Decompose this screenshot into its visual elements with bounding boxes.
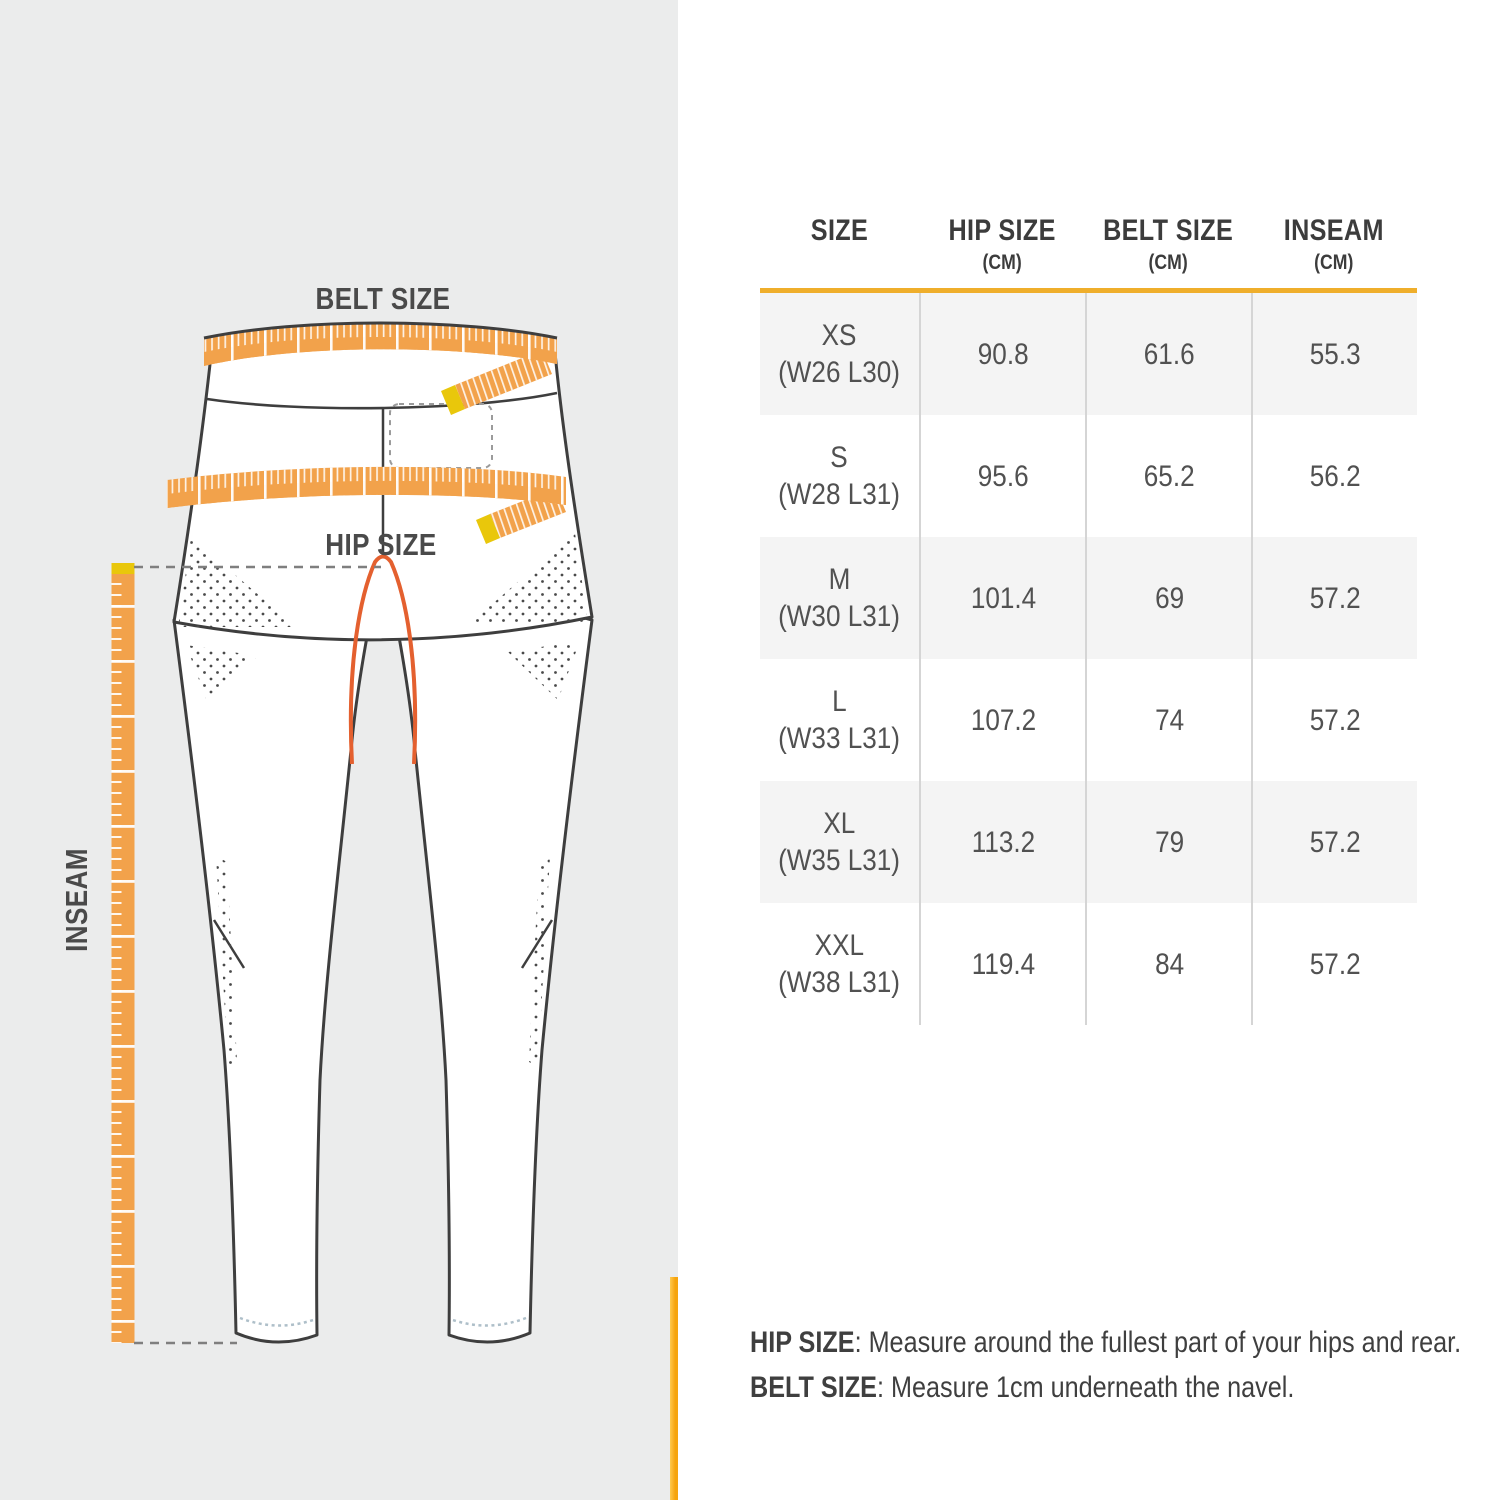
cell-belt: 84 xyxy=(1085,903,1251,1025)
knee-seams xyxy=(212,856,554,1066)
perforation-left xyxy=(178,537,296,627)
column-header-inseam: INSEAM (CM) xyxy=(1284,214,1385,274)
cell-belt: 69 xyxy=(1085,537,1251,659)
leggings-legs xyxy=(172,559,594,1344)
cell-inseam: 57.2 xyxy=(1251,781,1417,903)
hip-size-label: HIP SIZE xyxy=(325,527,437,562)
cell-belt: 74 xyxy=(1085,659,1251,781)
cell-hip: 95.6 xyxy=(918,415,1085,537)
cell-size: L (W33 L31) xyxy=(778,685,901,755)
measure-notes: HIP SIZE: Measure around the fullest par… xyxy=(750,1326,1490,1416)
size-table: SIZE HIP SIZE (CM) BELT SIZE (CM) INSEAM… xyxy=(760,200,1417,1025)
table-body: XS (W26 L30) 90.8 61.6 55.3 S (W28 L31) 95… xyxy=(760,293,1417,1025)
belt-size-label: BELT SIZE xyxy=(315,281,451,316)
size-table-panel: SIZE HIP SIZE (CM) BELT SIZE (CM) INSEAM… xyxy=(678,0,1500,1500)
cell-inseam: 57.2 xyxy=(1251,537,1417,659)
table-row-m: M (W30 L31) 101.4 69 57.2 xyxy=(760,537,1417,659)
cell-size: XL (W35 L31) xyxy=(778,807,901,877)
cell-hip: 90.8 xyxy=(918,293,1085,415)
cell-hip: 119.4 xyxy=(918,903,1085,1025)
waistband-seam xyxy=(206,391,558,410)
ankle-stitching xyxy=(239,1316,527,1327)
table-row-xl: XL (W35 L31) 113.2 79 57.2 xyxy=(760,781,1417,903)
inseam-ruler xyxy=(111,563,135,1343)
cell-inseam: 57.2 xyxy=(1251,659,1417,781)
column-header-belt-size: BELT SIZE (CM) xyxy=(1103,214,1234,274)
cell-inseam: 56.2 xyxy=(1251,415,1417,537)
pants-technical-drawing xyxy=(111,321,594,1345)
table-row-l: L (W33 L31) 107.2 74 57.2 xyxy=(760,659,1417,781)
cell-inseam: 57.2 xyxy=(1251,903,1417,1025)
table-header-row: SIZE HIP SIZE (CM) BELT SIZE (CM) INSEAM… xyxy=(760,200,1417,288)
table-row-xs: XS (W26 L30) 90.8 61.6 55.3 xyxy=(760,293,1417,415)
cell-size: S (W28 L31) xyxy=(778,441,901,511)
hip-size-note: HIP SIZE: Measure around the fullest par… xyxy=(750,1326,1462,1359)
cell-hip: 101.4 xyxy=(918,537,1085,659)
belt-size-note: BELT SIZE: Measure 1cm underneath the na… xyxy=(750,1371,1295,1404)
accent-bar xyxy=(670,1277,678,1500)
illustration-panel: BELT SIZE HIP SIZE INSEAM xyxy=(0,0,678,1500)
belt-measuring-tape xyxy=(203,321,558,415)
cell-belt: 79 xyxy=(1085,781,1251,903)
header-divider-rule xyxy=(760,288,1417,293)
inseam-label: INSEAM xyxy=(59,848,94,952)
guide-dashes xyxy=(134,565,381,1345)
cell-size: XXL (W38 L31) xyxy=(778,929,901,999)
column-header-hip-size: HIP SIZE (CM) xyxy=(948,214,1056,274)
perforation-right xyxy=(470,533,588,623)
cell-inseam: 55.3 xyxy=(1251,293,1417,415)
cell-size: M (W30 L31) xyxy=(778,563,901,633)
table-row-xxl: XXL (W38 L31) 119.4 84 57.2 xyxy=(760,903,1417,1025)
table-row-s: S (W28 L31) 95.6 65.2 56.2 xyxy=(760,415,1417,537)
cell-size: XS (W26 L30) xyxy=(778,319,901,389)
cell-belt: 61.6 xyxy=(1085,293,1251,415)
column-header-size: SIZE xyxy=(810,214,869,247)
cell-belt: 65.2 xyxy=(1085,415,1251,537)
crotch-seam xyxy=(348,554,418,765)
cell-hip: 113.2 xyxy=(918,781,1085,903)
cell-hip: 107.2 xyxy=(918,659,1085,781)
